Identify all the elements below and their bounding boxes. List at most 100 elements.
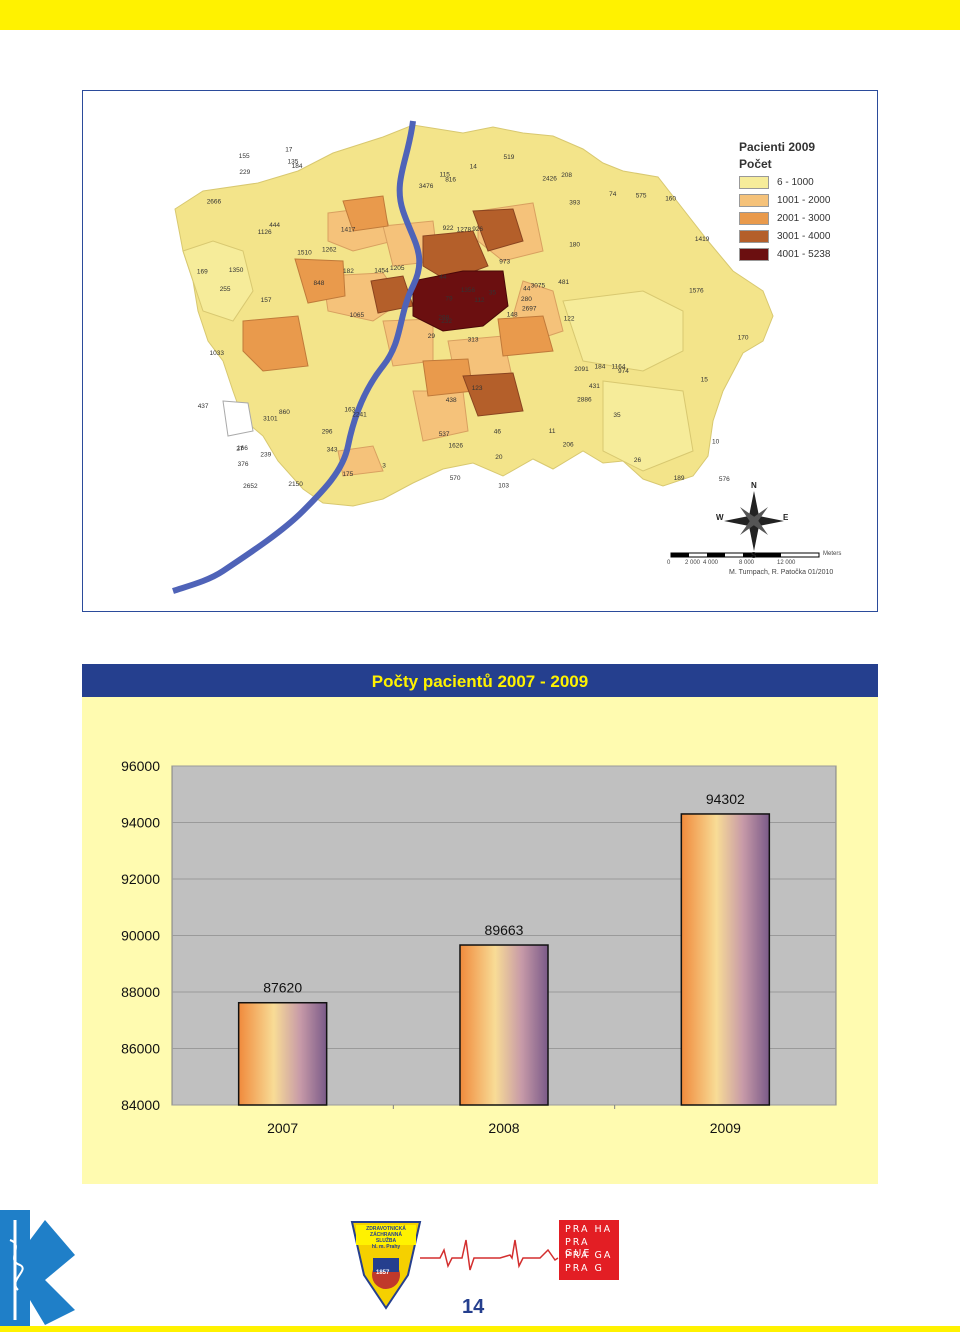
legend-label: 6 - 1000 — [777, 176, 814, 188]
scale-unit: Meters — [823, 551, 842, 557]
district-number: 27 — [236, 446, 244, 453]
district-number: 1065 — [350, 312, 365, 319]
district-number: 170 — [738, 335, 749, 342]
district-number: 182 — [343, 268, 354, 275]
district-number: 1205 — [390, 265, 405, 272]
district-number: 298 — [438, 315, 449, 322]
district-number: 148 — [507, 312, 518, 319]
compass-e: E — [783, 513, 789, 522]
compass-w: W — [716, 513, 724, 522]
legend-item: 3001 - 4000 — [739, 227, 859, 245]
district-number: 26 — [634, 457, 642, 464]
district-number: 10 — [712, 439, 720, 446]
zzs-year: 1857 — [376, 1270, 390, 1276]
map-image: 3131126232166442241208926393148184576157… — [172, 120, 820, 594]
district-number: 1278 — [457, 226, 472, 233]
district-number: 189 — [674, 475, 685, 482]
district-number: 2652 — [243, 483, 258, 490]
legend-label: 1001 - 2000 — [777, 194, 831, 206]
district-number: 576 — [719, 476, 730, 483]
footer-graphics — [0, 1210, 559, 1326]
district-number: 29 — [428, 333, 436, 340]
district-number: 519 — [504, 154, 515, 161]
district-number: 343 — [327, 447, 338, 454]
district-number: 232 — [441, 318, 452, 325]
data-label: 94302 — [706, 791, 745, 807]
district-number: 816 — [445, 177, 456, 184]
district-number: 112 — [474, 297, 485, 304]
legend-swatch — [739, 193, 769, 207]
district-number: 1033 — [210, 350, 225, 357]
data-label: 89663 — [485, 922, 524, 938]
district-number: 74 — [609, 191, 617, 198]
bar-2007 — [237, 1001, 328, 1106]
district-number: 157 — [261, 297, 272, 304]
district-number: 1356 — [461, 287, 476, 294]
zzs-badge-text: ZDRAVOTNICKÁ ZÁCHRANNÁ SLUŽBA hl. m. Pra… — [366, 1226, 406, 1250]
legend-swatch — [739, 211, 769, 225]
district-number: 2697 — [522, 306, 537, 313]
data-label: 87620 — [263, 980, 302, 996]
district-number: 1164 — [612, 364, 626, 371]
district-number: 2886 — [577, 397, 592, 404]
map-legend: Pacienti 2009 Počet 6 - 1000 1001 - 2000 2… — [739, 139, 859, 263]
district-number: 163 — [344, 407, 355, 414]
prague-patients-map: 313 1126 232 166 44 2241 208 926 393 148 184 576 157… — [82, 90, 878, 612]
district-number: 239 — [260, 452, 271, 459]
legend-item: 2001 - 3000 — [739, 209, 859, 227]
legend-swatch — [739, 247, 769, 261]
x-tick-label: 2007 — [267, 1120, 298, 1136]
district-number: 79 — [445, 295, 453, 302]
district-number: 115 — [440, 172, 451, 179]
district-number: 313 — [468, 337, 479, 344]
district-number: 169 — [197, 268, 208, 275]
district-number: 537 — [439, 431, 450, 438]
district-number: 2091 — [574, 366, 589, 373]
legend-item: 4001 - 5238 — [739, 245, 859, 263]
chart-title: Počty pacientů 2007 - 2009 — [82, 664, 878, 697]
district-number: 393 — [569, 200, 580, 207]
district-number: 922 — [443, 225, 454, 232]
district-number: 175 — [342, 471, 353, 478]
district-number: 1417 — [341, 227, 356, 234]
district-number: 3 — [382, 462, 386, 469]
district-number: 437 — [198, 403, 209, 410]
compass-rose — [724, 491, 784, 551]
district-number: 14 — [470, 164, 478, 171]
district-number: 11 — [549, 428, 556, 435]
district-number: 20 — [495, 454, 503, 461]
district-number: 1576 — [689, 287, 704, 294]
district-number: 2666 — [207, 199, 222, 206]
patients-bar-chart: 84000 86000 88000 90000 92000 94000 96000 87620… — [121, 758, 837, 1136]
district-number: 1626 — [449, 443, 464, 450]
district-number: 160 — [665, 196, 676, 203]
district-number: 184 — [292, 163, 303, 170]
district-number: 44 — [439, 274, 447, 281]
district-number: 973 — [499, 258, 510, 265]
legend-label: 4001 - 5238 — [777, 248, 831, 260]
scale-bar — [670, 552, 820, 558]
district-number: 3101 — [263, 416, 278, 423]
page-number: 14 — [462, 1296, 485, 1318]
district-number: 135 — [288, 159, 299, 166]
district-number: 860 — [279, 409, 290, 416]
district-number: 44 — [523, 286, 531, 293]
district-number: 255 — [220, 286, 231, 293]
compass-n: N — [751, 481, 757, 490]
district-number: 15 — [701, 377, 709, 384]
legend-label: 3001 - 4000 — [777, 230, 831, 242]
district-number: 444 — [269, 222, 280, 229]
district-number: 180 — [569, 242, 580, 249]
district-number: 376 — [238, 461, 249, 468]
district-number: 1510 — [297, 249, 312, 256]
district-number: 166 — [237, 445, 248, 452]
district-number: 481 — [558, 279, 569, 286]
scale-tick-label: 12 000 — [777, 560, 796, 566]
star-of-life-icon — [0, 1210, 75, 1326]
bottom-yellow-line — [0, 1326, 960, 1332]
district-number: 1350 — [229, 267, 244, 274]
district-number: 438 — [446, 397, 457, 404]
x-tick-label: 2009 — [710, 1120, 741, 1136]
district-number: 848 — [314, 280, 325, 287]
legend-swatch — [739, 229, 769, 243]
